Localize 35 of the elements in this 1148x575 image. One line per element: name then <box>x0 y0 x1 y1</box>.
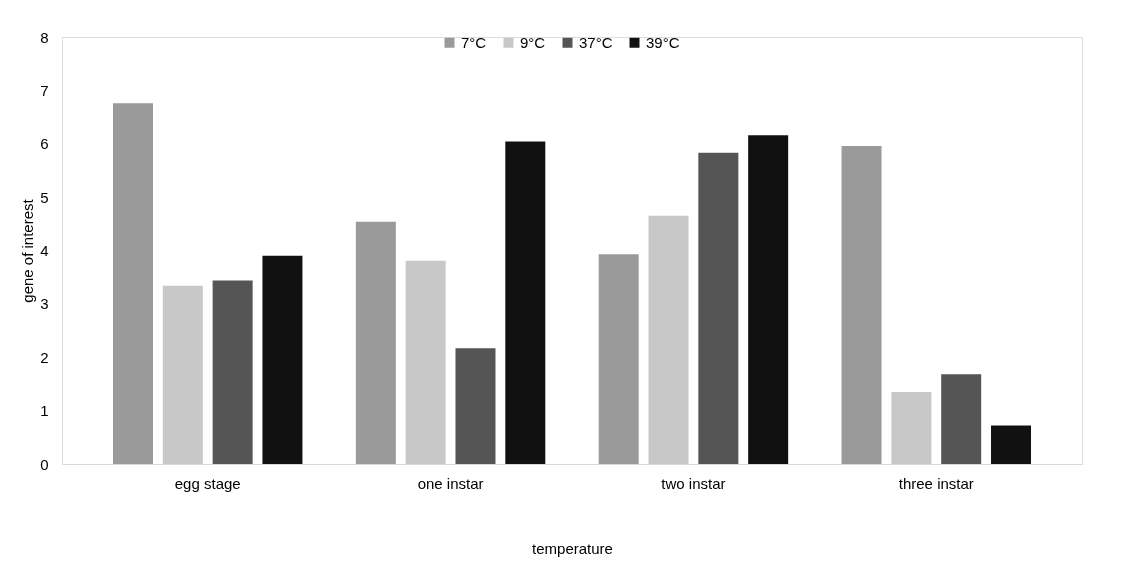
legend-label: 9°C <box>520 33 546 51</box>
bar <box>991 425 1032 464</box>
legend-label: 7°C <box>461 33 487 51</box>
x-tick-label: two instar <box>661 474 726 492</box>
y-axis-title: gene of interest <box>19 198 37 303</box>
y-tick-label: 5 <box>40 188 49 206</box>
bar <box>112 103 153 464</box>
x-tick-label: one instar <box>417 474 484 492</box>
bar <box>262 255 303 464</box>
bar <box>698 152 739 464</box>
bar <box>212 280 253 464</box>
y-tick-label: 0 <box>40 455 49 473</box>
bar <box>841 145 882 464</box>
bar <box>891 391 932 464</box>
y-tick-label: 7 <box>40 81 49 99</box>
y-tick-label: 3 <box>40 295 49 313</box>
bar <box>162 285 203 464</box>
y-tick-label: 2 <box>40 348 49 366</box>
x-tick-label: three instar <box>898 474 974 492</box>
bar <box>941 374 982 464</box>
legend-label: 39°C <box>646 33 680 51</box>
y-tick-label: 1 <box>40 402 49 420</box>
y-tick-label: 4 <box>40 242 49 259</box>
bar <box>748 135 789 464</box>
bar <box>355 221 396 464</box>
bar <box>505 141 546 464</box>
bar <box>455 348 496 464</box>
y-tick-label: 8 <box>40 28 49 46</box>
x-tick-label: egg stage <box>174 474 241 492</box>
bar <box>598 254 639 464</box>
bar <box>648 215 689 464</box>
y-tick-label: 6 <box>40 135 49 153</box>
bar <box>405 260 446 464</box>
x-axis-title: temperature <box>532 539 613 557</box>
legend-label: 37°C <box>579 33 613 51</box>
